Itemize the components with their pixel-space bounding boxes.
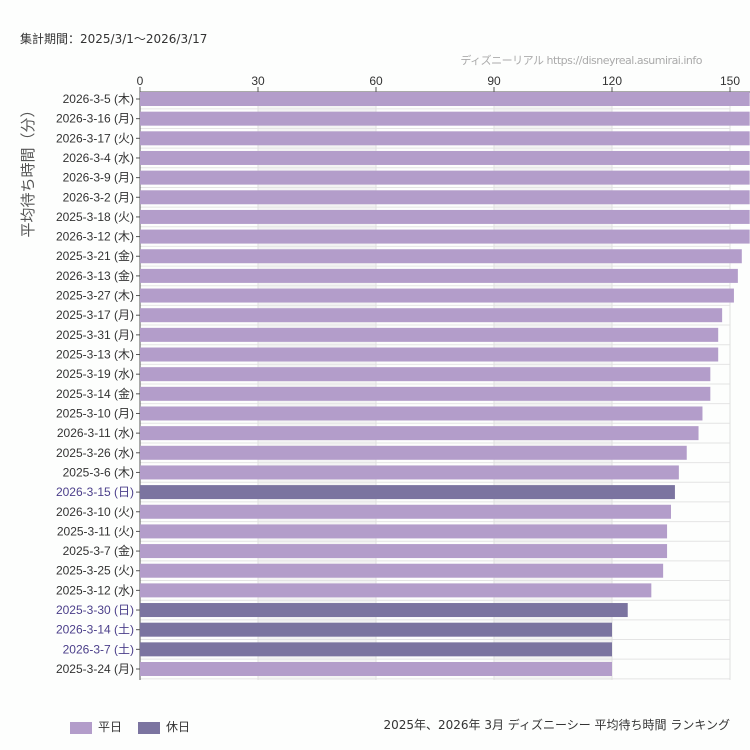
category-label: 2026-3-4 (水) <box>63 151 134 165</box>
category-label: 2025-3-27 (木) <box>56 289 134 303</box>
category-label: 2025-3-13 (木) <box>56 348 134 362</box>
category-label: 2025-3-24 (月) <box>56 662 134 676</box>
category-label: 2025-3-10 (月) <box>56 406 134 420</box>
bar[interactable] <box>140 406 703 421</box>
category-label: 2025-3-25 (火) <box>56 564 134 578</box>
x-tick-label: 90 <box>487 74 501 88</box>
period-label: 集計期間：2025/3/1〜2026/3/17 <box>20 32 208 46</box>
category-label: 2025-3-12 (水) <box>56 583 134 597</box>
category-label: 2025-3-11 (火) <box>57 524 134 538</box>
category-label: 2025-3-19 (水) <box>56 367 134 381</box>
category-label: 2025-3-14 (金) <box>56 386 134 401</box>
bar[interactable] <box>140 642 612 657</box>
bar[interactable] <box>140 268 738 283</box>
category-label: 2025-3-6 (木) <box>63 465 134 479</box>
category-label: 2025-3-21 (金) <box>56 248 134 263</box>
bar[interactable] <box>140 249 742 264</box>
category-label: 2026-3-15 (日) <box>56 485 134 499</box>
bar[interactable] <box>140 131 750 146</box>
bar[interactable] <box>140 544 668 559</box>
category-label: 2026-3-16 (月) <box>56 112 134 126</box>
category-label: 2026-3-5 (木) <box>63 92 134 106</box>
bar[interactable] <box>140 288 734 303</box>
bar[interactable] <box>140 386 711 401</box>
category-label: 2025-3-30 (日) <box>56 603 134 617</box>
bar[interactable] <box>140 229 750 244</box>
category-label: 2025-3-7 (金) <box>63 543 134 558</box>
category-label: 2026-3-17 (火) <box>56 131 134 145</box>
bar[interactable] <box>140 622 612 637</box>
bar[interactable] <box>140 524 668 539</box>
category-label: 2025-3-26 (水) <box>56 446 134 460</box>
bar[interactable] <box>140 308 723 323</box>
bar[interactable] <box>140 367 711 382</box>
bar[interactable] <box>140 583 652 598</box>
legend-holiday[interactable]: 休日 <box>138 718 190 735</box>
x-tick-label: 150 <box>720 74 740 88</box>
category-label: 2025-3-31 (月) <box>56 328 134 342</box>
y-axis-label: 平均待ち時間（分） <box>19 102 37 238</box>
bar[interactable] <box>140 603 628 618</box>
category-label: 2025-3-17 (月) <box>56 308 134 322</box>
grid-band <box>494 92 612 680</box>
bar[interactable] <box>140 485 675 500</box>
category-label: 2026-3-9 (月) <box>63 171 134 185</box>
bar[interactable] <box>140 662 612 676</box>
bar[interactable] <box>140 150 750 165</box>
bar[interactable] <box>140 209 750 224</box>
category-label: 2025-3-18 (火) <box>56 210 134 224</box>
bar[interactable] <box>140 327 719 342</box>
x-tick-label: 60 <box>369 74 383 88</box>
x-tick-label: 120 <box>602 74 622 88</box>
bar[interactable] <box>140 445 687 460</box>
category-label: 2026-3-11 (水) <box>57 426 134 440</box>
legend: 平日 休日 <box>70 718 190 735</box>
bar[interactable] <box>140 465 679 480</box>
legend-holiday-swatch <box>138 721 161 734</box>
category-label: 2026-3-14 (土) <box>56 623 134 637</box>
legend-weekday-label: 平日 <box>98 720 123 734</box>
bar[interactable] <box>140 190 750 205</box>
category-label: 2026-3-12 (木) <box>56 230 134 244</box>
category-label: 2026-3-7 (土) <box>63 642 134 656</box>
site-credit[interactable]: ディズニーリアル https://disneyreal.asumirai.inf… <box>460 54 702 67</box>
legend-weekday-swatch <box>70 721 92 734</box>
legend-holiday-label: 休日 <box>166 720 191 734</box>
x-tick-label: 30 <box>251 74 265 88</box>
bar[interactable] <box>140 170 750 185</box>
category-label: 2026-3-2 (月) <box>63 190 134 204</box>
grid-band <box>258 92 376 680</box>
x-tick-label: 0 <box>137 74 144 88</box>
category-label: 2026-3-10 (火) <box>56 505 134 519</box>
bar[interactable] <box>140 347 719 362</box>
bar[interactable] <box>140 563 664 578</box>
chart-caption: 2025年、2026年 3月 ディズニーシー 平均待ち時間 ランキング <box>383 718 730 732</box>
bar[interactable] <box>140 426 699 441</box>
bar[interactable] <box>140 504 671 519</box>
category-label: 2026-3-13 (金) <box>56 268 134 283</box>
bar[interactable] <box>140 111 750 126</box>
legend-weekday[interactable]: 平日 <box>70 718 122 735</box>
bar[interactable] <box>140 92 750 106</box>
